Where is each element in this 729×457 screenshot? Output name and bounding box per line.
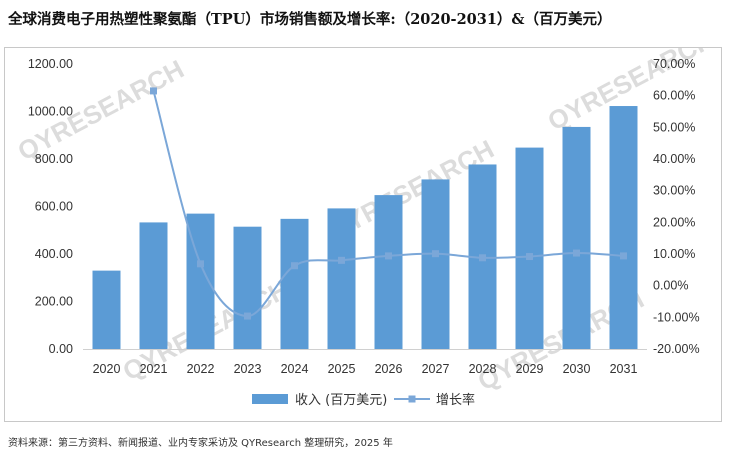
x-tick-label: 2027 [422, 362, 450, 376]
growth-rate-marker [620, 252, 627, 260]
x-tick-label: 2026 [375, 362, 403, 376]
x-tick-label: 2024 [281, 362, 309, 376]
y-right-tick-label: -20.00% [653, 342, 700, 356]
growth-rate-marker [432, 250, 439, 258]
growth-rate-marker [526, 253, 533, 261]
y-right-tick-label: 50.00% [653, 120, 695, 134]
legend-swatch-bar [252, 394, 288, 404]
growth-rate-marker [385, 252, 392, 260]
bar [562, 126, 591, 349]
chart-frame: QYRESEARCH QYRESEARCH QYRESEARCH QYRESEARCH… [4, 47, 722, 422]
y-left-tick-label: 1200.00 [28, 57, 73, 71]
growth-rate-marker [150, 87, 157, 95]
y-right-tick-label: 60.00% [653, 89, 695, 103]
y-right-tick-label: 20.00% [653, 215, 695, 229]
growth-rate-marker [573, 249, 580, 257]
y-right-tick-label: 70.00% [653, 57, 695, 71]
bar [139, 222, 168, 349]
chart-svg: QYRESEARCHQYRESEARCHQYRESEARCHQYRESEARCH… [13, 48, 719, 408]
bar [374, 195, 403, 349]
y-left-tick-label: 800.00 [35, 152, 73, 166]
x-tick-label: 2028 [469, 362, 497, 376]
y-right-tick-label: -10.00% [653, 310, 700, 324]
y-left-tick-label: 200.00 [35, 295, 73, 309]
growth-rate-marker [338, 256, 345, 264]
legend-swatch-marker [408, 395, 416, 403]
bar [280, 218, 309, 349]
x-tick-label: 2029 [516, 362, 544, 376]
y-right-tick-label: 30.00% [653, 184, 695, 198]
legend-label-revenue: 收入 (百万美元) [295, 393, 387, 408]
legend-label-growth: 增长率 [436, 392, 475, 408]
x-tick-label: 2025 [328, 362, 356, 376]
y-left-tick-label: 1000.00 [28, 105, 73, 119]
y-left-tick-label: 0.00 [49, 342, 73, 356]
bar [515, 147, 544, 349]
bar [327, 208, 356, 349]
bar [233, 226, 262, 349]
growth-rate-marker [197, 260, 204, 268]
growth-rate-marker [291, 262, 298, 270]
chart-title: 全球消费电子用热塑性聚氨酯（TPU）市场销售额及增长率:（2020-2031）&… [8, 11, 612, 28]
x-tick-label: 2020 [93, 362, 121, 376]
source-note: 资料来源：第三方资料、新闻报道、业内专家采访及 QYResearch 整理研究，… [8, 438, 393, 449]
y-right-tick-label: 40.00% [653, 152, 695, 166]
growth-rate-marker [479, 254, 486, 262]
y-right-tick-label: 10.00% [653, 247, 695, 261]
bar [92, 270, 121, 349]
bar [609, 106, 638, 349]
y-right-tick-label: 0.00% [653, 279, 688, 293]
growth-rate-line [152, 90, 624, 318]
bar [421, 179, 450, 349]
x-tick-label: 2031 [610, 362, 638, 376]
x-tick-label: 2023 [234, 362, 262, 376]
y-left-tick-label: 600.00 [35, 200, 73, 214]
growth-rate-marker [244, 312, 251, 320]
x-tick-label: 2021 [140, 362, 168, 376]
x-tick-label: 2030 [563, 362, 591, 376]
y-left-tick-label: 400.00 [35, 247, 73, 261]
x-tick-label: 2022 [187, 362, 215, 376]
